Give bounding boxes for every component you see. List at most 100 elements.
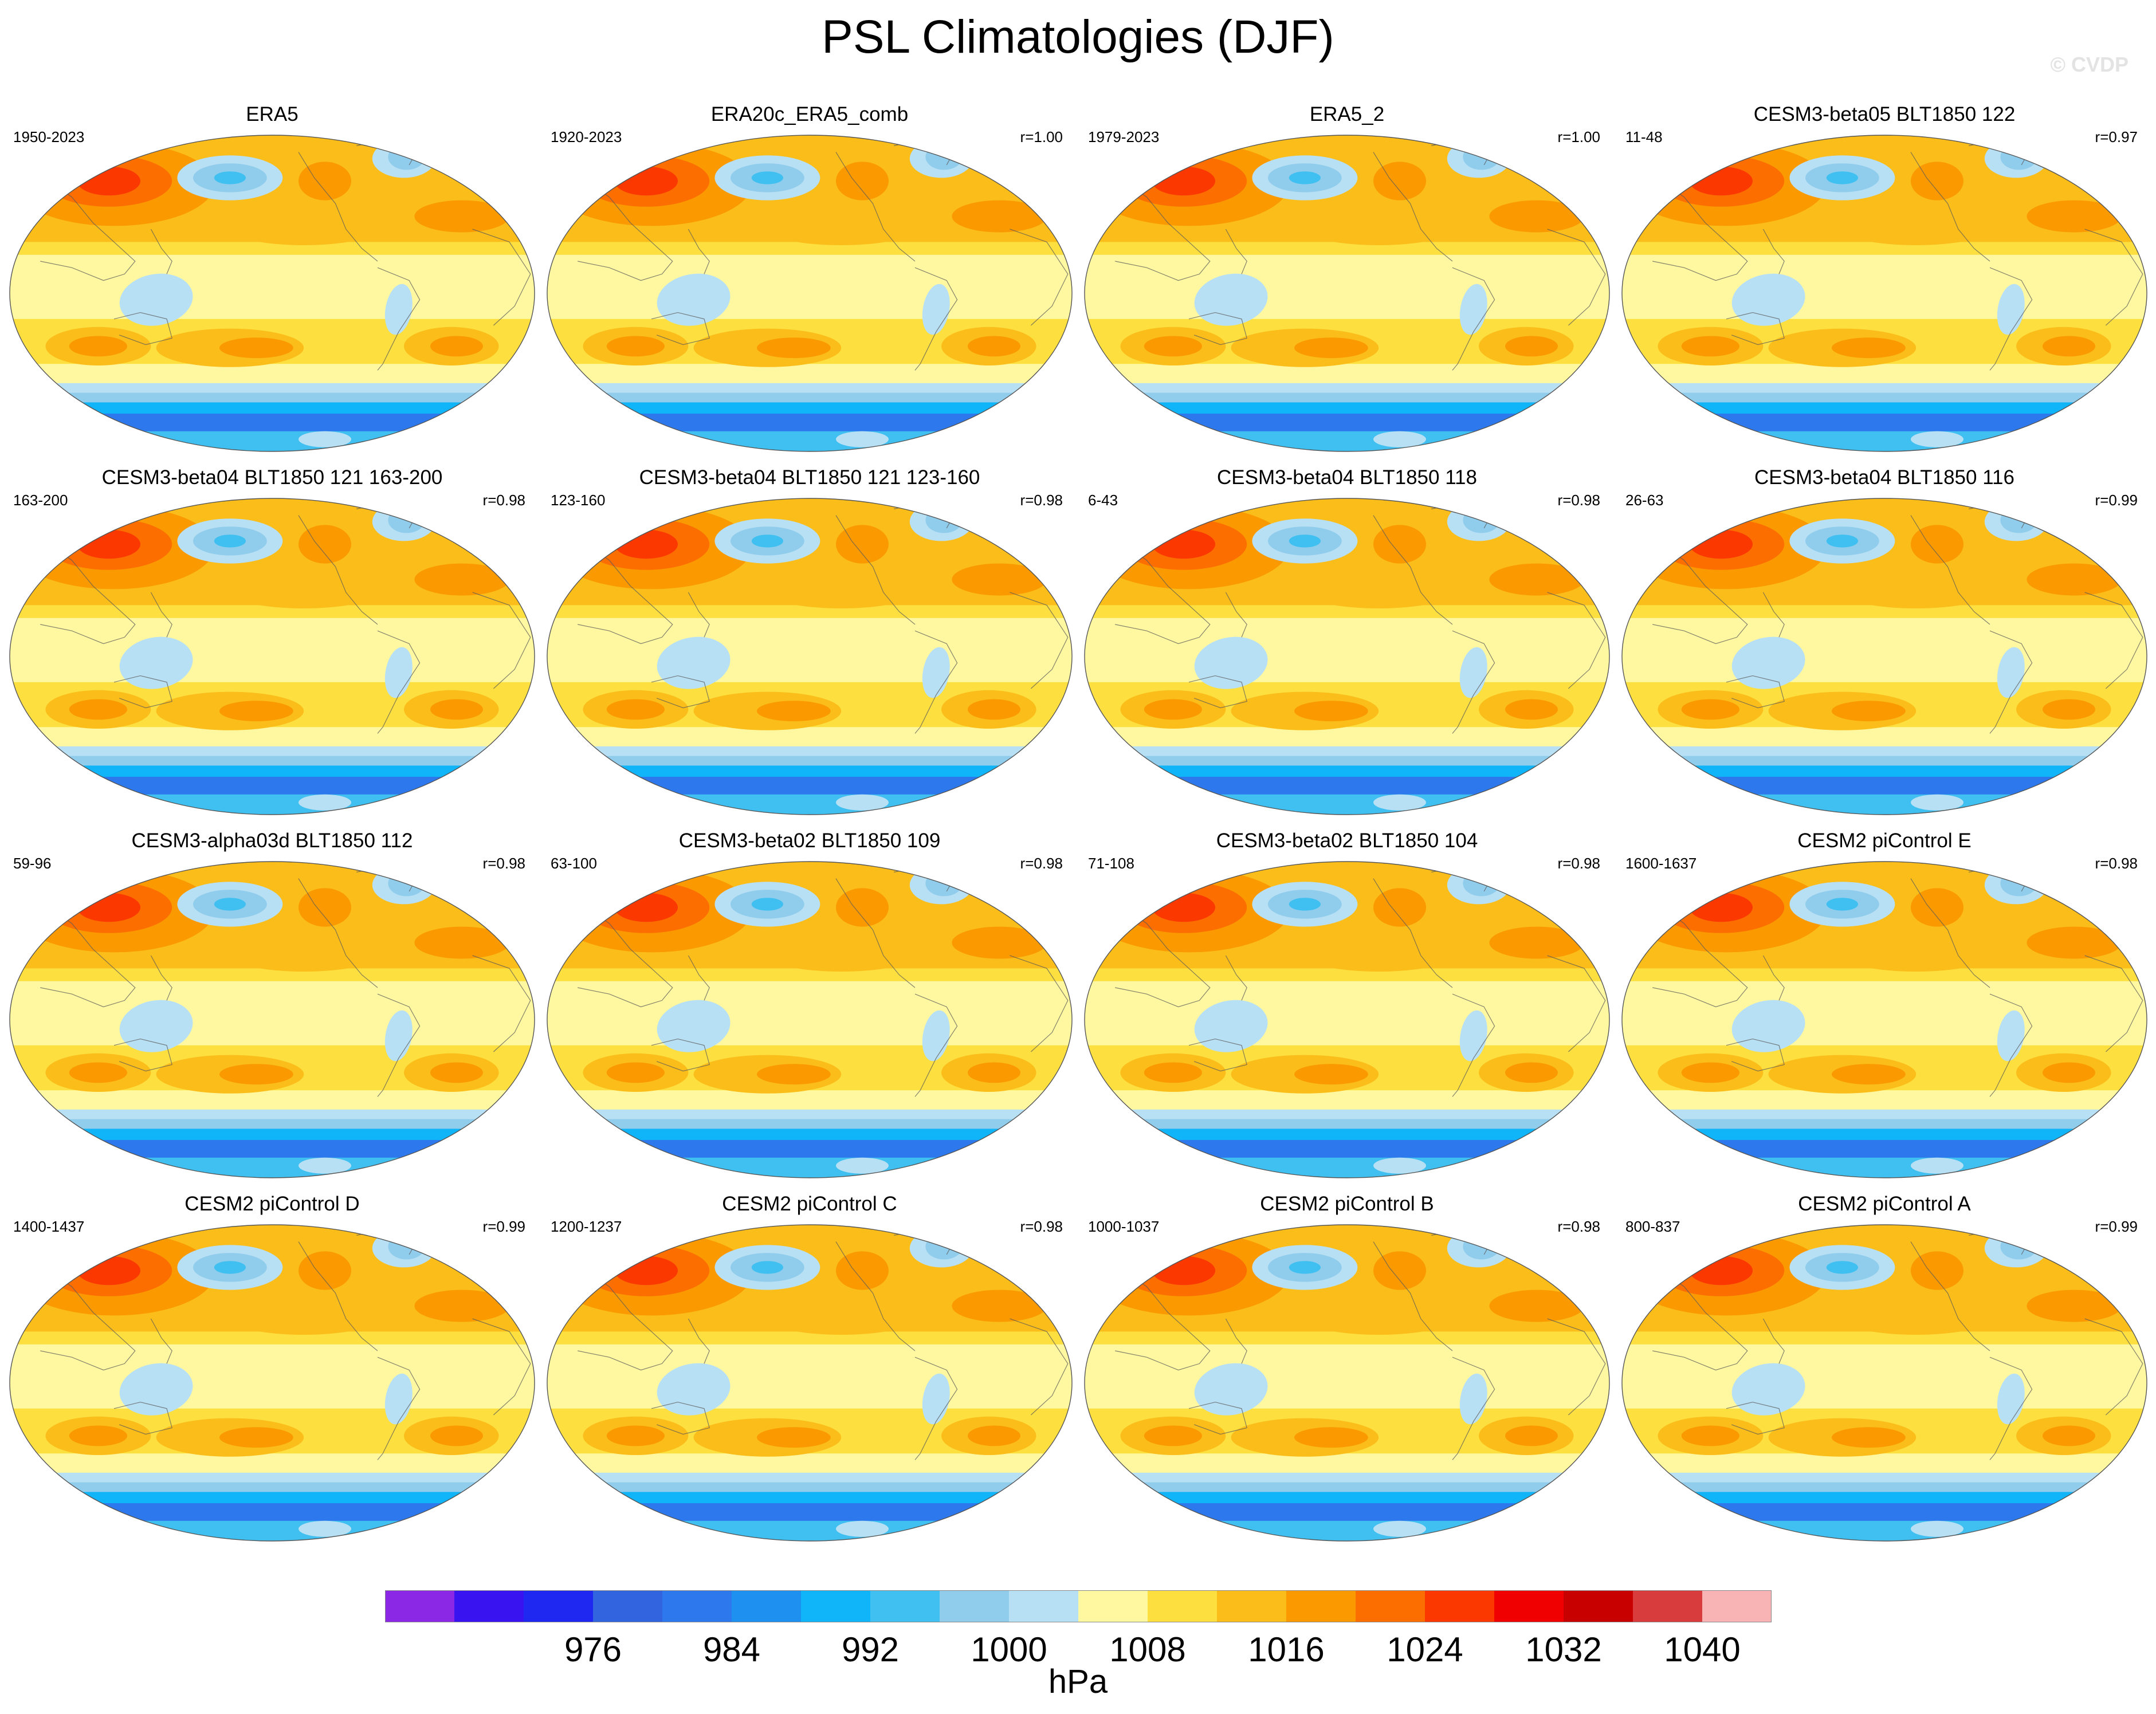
map-panel: CESM3-beta04 BLT1850 118 6-43 r=0.98 [1083,465,1611,829]
equatorial-trough [1622,618,2147,682]
antarctic-feature-2 [836,431,889,447]
aleutian-low-core [1826,171,1858,184]
southern-band-996 [1622,402,2147,415]
colorbar-swatch [732,1590,802,1622]
colorbar-swatch [1494,1590,1564,1622]
coastlines [572,502,1069,734]
colorbar-tick-label: 1000 [971,1630,1047,1669]
siberian-high-1032 [614,166,678,196]
siberian-high-1032 [1152,166,1215,196]
aleutian-low-core [751,898,783,911]
south-indian-high-core [1144,1062,1202,1083]
north-pacific-subtropical-high [1842,576,1990,608]
colorbar-swatch [524,1590,594,1622]
map-border [1084,861,1610,1178]
south-indian-high-core [1681,1062,1739,1083]
psl-map [1084,861,1610,1178]
southern-band-1004 [547,756,1072,768]
aleutian-low-core [1826,1261,1858,1274]
map-panel: CESM3-beta05 BLT1850 122 11-48 r=0.97 [1621,102,2148,466]
colorbar-swatch [1286,1590,1356,1622]
watermark: © CVDP [2050,53,2128,76]
southern-band-1008 [1622,1472,2147,1486]
north-pacific-subtropical-high [767,939,915,972]
psl-map [9,861,535,1178]
aleutian-low-core [1289,1261,1321,1274]
panel-years: 163-200 [13,492,68,509]
aleutian-low-core [214,534,246,548]
antarctic-feature-1 [88,1154,140,1174]
azores-high [1489,563,1584,596]
south-indian-high-core [69,1425,127,1446]
southern-band-996 [1085,1129,1609,1142]
north-pacific-subtropical-high [1305,939,1452,972]
southern-band-1008 [1622,383,2147,396]
panel-years: 6-43 [1088,492,1118,509]
antarctic-band [10,1520,535,1541]
psl-map [547,135,1073,452]
aleutian-low-core [751,1261,783,1274]
north-pacific-subtropical-high [767,1303,915,1335]
antarctic-feature-1 [1700,791,1753,811]
maritime-continent-low [1194,1363,1268,1416]
panel-years: 63-100 [551,855,597,872]
azores-high [2027,926,2122,959]
panel-years: 71-108 [1088,855,1134,872]
map-border [9,861,535,1178]
icelandic-low-1004 [2000,1233,2037,1260]
antarctic-band [1622,1520,2147,1541]
psl-map [547,1224,1073,1542]
south-pacific-high-core [1832,1064,1906,1085]
south-america-low [384,647,413,698]
antarctic-feature-2 [1373,1157,1426,1174]
antarctic-feature-2 [1911,1520,1963,1537]
southern-band-1008 [1085,1472,1609,1486]
psl-map [1084,498,1610,815]
antarctic-feature-1 [625,428,678,447]
antarctic-feature-2 [1373,794,1426,811]
colorbar-swatch [1148,1590,1218,1622]
psl-map [1621,135,2147,452]
map-border [1084,498,1610,815]
siberian-high-1032 [1689,166,1753,196]
colorbar: 976 984 992 1000 1008 1016 1024 1032 1040 [385,1590,1772,1669]
coastlines [1109,865,1606,1097]
icelandic-low-1004 [2000,507,2037,533]
antarctic-band [1085,431,1609,451]
icelandic-low-1004 [388,507,425,533]
south-pacific-high-core [219,337,293,359]
aleutian-low-core [214,898,246,911]
south-america-low [1459,1010,1487,1062]
antarctic-band [1622,431,2147,451]
siberian-high-1032 [614,893,678,922]
antarctic-band [1622,1157,2147,1178]
siberian-high-1032 [77,893,140,922]
colorbar-tick-label: 1008 [1109,1630,1185,1669]
south-atlantic-high-core [1505,1425,1558,1446]
maritime-continent-low [657,636,731,689]
antarctic-band [1085,794,1609,815]
siberian-high-1032 [1152,529,1215,559]
antarctic-feature-1 [625,1154,678,1174]
south-indian-high-core [606,336,665,357]
siberian-high-1032 [614,1256,678,1286]
maritime-continent-low [119,1363,193,1416]
north-american-high [1911,888,1963,927]
north-american-high [1911,1251,1963,1290]
north-american-high [1373,162,1426,201]
southern-band-1008 [547,1109,1072,1123]
colorbar-swatch [870,1590,940,1622]
south-atlantic-high-core [968,1062,1020,1083]
south-atlantic-high-core [430,699,483,720]
psl-map [1621,861,2147,1178]
azores-high [952,926,1047,959]
south-america-low [1997,284,2025,335]
south-pacific-high-core [219,701,293,722]
map-border [547,1224,1073,1542]
colorbar-swatch [1702,1590,1772,1622]
map-border [547,135,1073,452]
antarctic-band [547,1520,1072,1541]
azores-high [952,1290,1047,1322]
panel-correlation: r=0.98 [1557,1218,1600,1235]
southern-band-1008 [10,746,535,760]
